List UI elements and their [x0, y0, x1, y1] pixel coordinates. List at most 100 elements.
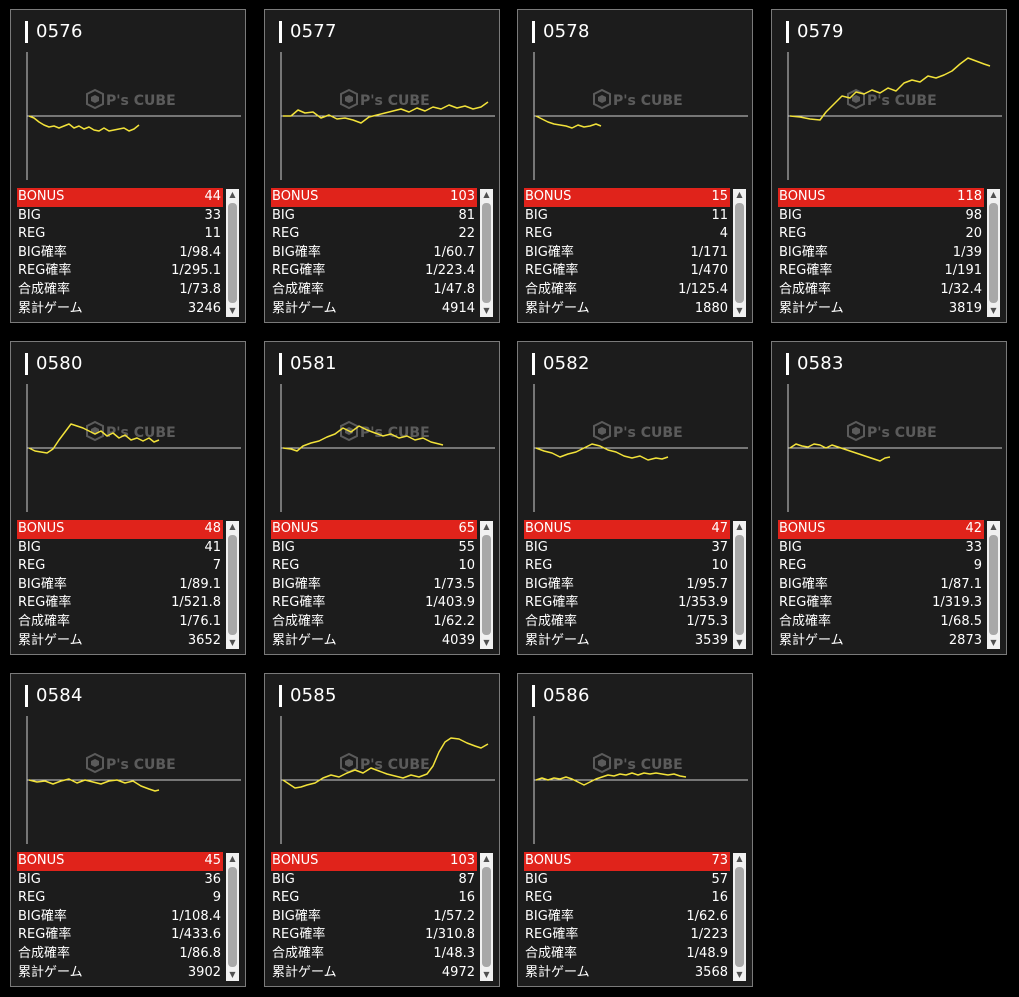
stat-value: 1/86.8	[179, 945, 221, 961]
scroll-up-arrow-icon[interactable]: ▲	[990, 190, 997, 199]
stats-scrollbar[interactable]: ▲ ▼	[480, 853, 493, 981]
stats-scrollbar[interactable]: ▲ ▼	[226, 853, 239, 981]
watermark-brand: P's CUBE	[613, 93, 683, 109]
slump-graph-svg: P's CUBE	[26, 384, 241, 512]
stat-value: 1/48.9	[686, 945, 728, 961]
scroll-up-arrow-icon[interactable]: ▲	[483, 854, 490, 863]
scroll-thumb[interactable]	[989, 535, 998, 635]
stat-row: 累計ゲーム 4914	[271, 300, 477, 319]
stats-panel[interactable]: BONUS 42 BIG 33 REG 9 BIG確率 1/87.1 REG確率 1/319.3 合…	[778, 520, 1004, 650]
scroll-up-arrow-icon[interactable]: ▲	[229, 854, 236, 863]
stat-value: 9	[212, 890, 221, 906]
stat-row: BIG 37	[524, 539, 730, 558]
machine-card[interactable]: 0578 P's CUBE BONUS 15 BIG 11 REG 4 BIG確率 1/171 RE…	[517, 9, 753, 323]
stat-label: 累計ゲーム	[525, 632, 590, 648]
machine-card[interactable]: 0576 P's CUBE BONUS 44 BIG 33 REG 11 BIG確率 1/98.4…	[10, 9, 246, 323]
machine-card[interactable]: 0585 P's CUBE BONUS 103 BIG 87 REG 16 BIG確率 1/57.…	[264, 673, 500, 987]
stats-scrollbar[interactable]: ▲ ▼	[226, 189, 239, 317]
scroll-up-arrow-icon[interactable]: ▲	[990, 522, 997, 531]
stat-row: REG確率 1/223.4	[271, 262, 477, 281]
header-accent-bar	[532, 353, 535, 375]
stat-value: 7	[212, 558, 221, 574]
scroll-thumb[interactable]	[989, 203, 998, 303]
stats-panel[interactable]: BONUS 45 BIG 36 REG 9 BIG確率 1/108.4 REG確率 1/433.6…	[17, 852, 243, 982]
stats-panel[interactable]: BONUS 118 BIG 98 REG 20 BIG確率 1/39 REG確率 1/191 合成確…	[778, 188, 1004, 318]
scroll-thumb[interactable]	[228, 535, 237, 635]
scroll-thumb[interactable]	[735, 535, 744, 635]
stats-scrollbar[interactable]: ▲ ▼	[733, 189, 746, 317]
machine-card[interactable]: 0584 P's CUBE BONUS 45 BIG 36 REG 9 BIG確率 1/108.4…	[10, 673, 246, 987]
scroll-thumb[interactable]	[735, 203, 744, 303]
stat-value: 3652	[187, 632, 221, 648]
stat-label: 合成確率	[525, 613, 578, 629]
scroll-thumb[interactable]	[228, 867, 237, 967]
scroll-down-arrow-icon[interactable]: ▼	[229, 970, 236, 979]
scroll-up-arrow-icon[interactable]: ▲	[483, 522, 490, 531]
stat-row: 累計ゲーム 3902	[17, 964, 223, 983]
machine-card[interactable]: 0580 P's CUBE BONUS 48 BIG 41 REG 7 BIG確率 1/89.1 R…	[10, 341, 246, 655]
scroll-up-arrow-icon[interactable]: ▲	[229, 190, 236, 199]
scroll-up-arrow-icon[interactable]: ▲	[483, 190, 490, 199]
stats-panel[interactable]: BONUS 15 BIG 11 REG 4 BIG確率 1/171 REG確率 1/470 合成確率…	[524, 188, 750, 318]
stats-panel[interactable]: BONUS 103 BIG 87 REG 16 BIG確率 1/57.2 REG確率 1/310.…	[271, 852, 497, 982]
slump-graph-svg: P's CUBE	[533, 52, 748, 180]
stats-scrollbar[interactable]: ▲ ▼	[987, 189, 1000, 317]
slump-graph-svg: P's CUBE	[26, 716, 241, 844]
scroll-down-arrow-icon[interactable]: ▼	[990, 306, 997, 315]
stat-label: BIG	[18, 539, 41, 555]
stat-value: 16	[458, 890, 475, 906]
cube-logo-icon	[847, 420, 865, 442]
stats-panel[interactable]: BONUS 48 BIG 41 REG 7 BIG確率 1/89.1 REG確率 1/521.8 合…	[17, 520, 243, 650]
stat-label: REG確率	[18, 263, 72, 279]
stat-label: REG確率	[272, 927, 326, 943]
watermark-brand: P's CUBE	[106, 425, 176, 441]
slump-line	[535, 115, 602, 129]
scroll-thumb[interactable]	[482, 867, 491, 967]
stat-row: 累計ゲーム 3246	[17, 300, 223, 319]
scroll-down-arrow-icon[interactable]: ▼	[736, 970, 743, 979]
stat-row: REG確率 1/521.8	[17, 594, 223, 613]
stats-scrollbar[interactable]: ▲ ▼	[226, 521, 239, 649]
machine-card[interactable]: 0586 P's CUBE BONUS 73 BIG 57 REG 16 BIG確率 1/62.6…	[517, 673, 753, 987]
scroll-down-arrow-icon[interactable]: ▼	[483, 638, 490, 647]
stats-scrollbar[interactable]: ▲ ▼	[987, 521, 1000, 649]
stat-label: BIG	[18, 207, 41, 223]
scroll-thumb[interactable]	[735, 867, 744, 967]
scroll-up-arrow-icon[interactable]: ▲	[736, 854, 743, 863]
scroll-down-arrow-icon[interactable]: ▼	[736, 638, 743, 647]
scroll-down-arrow-icon[interactable]: ▼	[229, 638, 236, 647]
machine-card[interactable]: 0582 P's CUBE BONUS 47 BIG 37 REG 10 BIG確率 1/95.7…	[517, 341, 753, 655]
scroll-up-arrow-icon[interactable]: ▲	[736, 190, 743, 199]
machine-card[interactable]: 0583 P's CUBE BONUS 42 BIG 33 REG 9 BIG確率 1/87.1 R…	[771, 341, 1007, 655]
machine-card[interactable]: 0577 P's CUBE BONUS 103 BIG 81 REG 22 BIG確率 1/60.…	[264, 9, 500, 323]
stats-panel[interactable]: BONUS 73 BIG 57 REG 16 BIG確率 1/62.6 REG確率 1/223 合成…	[524, 852, 750, 982]
machine-card[interactable]: 0581 P's CUBE BONUS 65 BIG 55 REG 10 BIG確率 1/73.5…	[264, 341, 500, 655]
stats-scrollbar[interactable]: ▲ ▼	[480, 189, 493, 317]
scroll-down-arrow-icon[interactable]: ▼	[483, 970, 490, 979]
scroll-down-arrow-icon[interactable]: ▼	[736, 306, 743, 315]
stats-panel[interactable]: BONUS 47 BIG 37 REG 10 BIG確率 1/95.7 REG確率 1/353.9…	[524, 520, 750, 650]
scroll-down-arrow-icon[interactable]: ▼	[229, 306, 236, 315]
scroll-down-arrow-icon[interactable]: ▼	[990, 638, 997, 647]
stat-label: 累計ゲーム	[272, 632, 337, 648]
scroll-thumb[interactable]	[482, 203, 491, 303]
stat-label: BIG確率	[272, 576, 321, 592]
machine-card[interactable]: 0579 P's CUBE BONUS 118 BIG 98 REG 20 BIG確率 1/39 R…	[771, 9, 1007, 323]
stat-value: 11	[204, 226, 221, 242]
stats-panel[interactable]: BONUS 65 BIG 55 REG 10 BIG確率 1/73.5 REG確率 1/403.9…	[271, 520, 497, 650]
stat-row: 合成確率 1/32.4	[778, 281, 984, 300]
scroll-thumb[interactable]	[482, 535, 491, 635]
slump-graph-svg: P's CUBE	[280, 52, 495, 180]
stats-panel[interactable]: BONUS 44 BIG 33 REG 11 BIG確率 1/98.4 REG確率 1/295.1…	[17, 188, 243, 318]
scroll-down-arrow-icon[interactable]: ▼	[483, 306, 490, 315]
stats-scrollbar[interactable]: ▲ ▼	[733, 853, 746, 981]
stats-scrollbar[interactable]: ▲ ▼	[480, 521, 493, 649]
stat-row: BIG確率 1/62.6	[524, 908, 730, 927]
scroll-up-arrow-icon[interactable]: ▲	[229, 522, 236, 531]
stats-scrollbar[interactable]: ▲ ▼	[733, 521, 746, 649]
stat-label: BONUS	[272, 189, 319, 204]
cube-logo-icon	[340, 752, 358, 774]
stats-panel[interactable]: BONUS 103 BIG 81 REG 22 BIG確率 1/60.7 REG確率 1/223.…	[271, 188, 497, 318]
scroll-up-arrow-icon[interactable]: ▲	[736, 522, 743, 531]
scroll-thumb[interactable]	[228, 203, 237, 303]
